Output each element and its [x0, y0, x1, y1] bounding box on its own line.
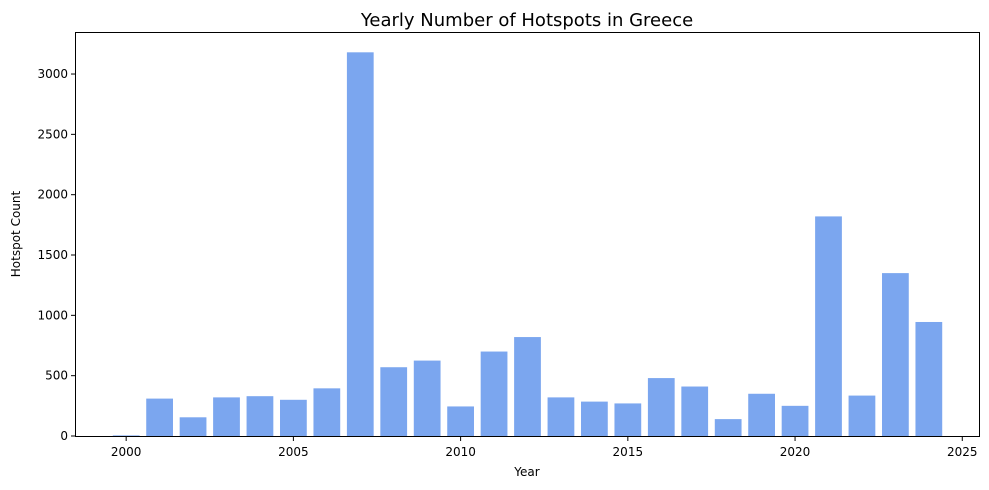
bar-2022 — [848, 395, 876, 436]
y-axis-label: Hotspot Count — [9, 190, 23, 277]
x-tick-label: 2015 — [613, 445, 644, 459]
x-tick-label: 2025 — [947, 445, 978, 459]
bar-2012 — [514, 337, 541, 436]
bar-2001 — [146, 398, 173, 436]
x-axis-label: Year — [513, 465, 539, 479]
bar-2011 — [480, 351, 508, 436]
y-tick-label: 1000 — [37, 308, 68, 322]
bar-2010 — [447, 406, 474, 436]
bar-2015 — [614, 403, 642, 436]
y-tick-label: 500 — [45, 369, 68, 383]
bar-2000 — [112, 435, 140, 436]
bar-2014 — [581, 401, 608, 436]
chart-title: Yearly Number of Hotspots in Greece — [360, 10, 693, 31]
bar-2023 — [882, 273, 909, 436]
x-tick-label: 2000 — [111, 445, 142, 459]
x-tick-label: 2010 — [445, 445, 476, 459]
bar-2024 — [915, 321, 943, 436]
y-tick-label: 1500 — [37, 248, 68, 262]
y-tick-label: 2000 — [37, 188, 68, 202]
bar-2020 — [781, 405, 809, 436]
bar-2004 — [246, 396, 274, 436]
x-tick-label: 2005 — [278, 445, 309, 459]
x-axis-ticks: 2000 2005 2010 2015 2020 2025 — [111, 436, 978, 459]
bar-2008 — [380, 367, 408, 436]
bar-2021 — [815, 216, 842, 436]
bar-2016 — [647, 378, 675, 436]
bar-2002 — [179, 417, 207, 436]
y-tick-label: 3000 — [37, 67, 68, 81]
bars-group — [112, 52, 943, 437]
bar-2006 — [313, 388, 341, 436]
plot-frame — [75, 32, 980, 437]
y-axis-ticks: 0 500 1000 1500 2000 2500 3000 — [37, 67, 76, 443]
bar-2013 — [547, 397, 575, 436]
bar-2003 — [213, 397, 240, 436]
bar-2018 — [714, 419, 742, 436]
y-tick-label: 0 — [60, 429, 68, 443]
y-tick-label: 2500 — [37, 127, 68, 141]
bar-2005 — [280, 399, 307, 436]
x-tick-label: 2020 — [780, 445, 811, 459]
bar-2007 — [346, 52, 374, 437]
bar-2019 — [748, 393, 775, 436]
bar-2009 — [413, 360, 441, 436]
bar-2017 — [681, 386, 709, 436]
